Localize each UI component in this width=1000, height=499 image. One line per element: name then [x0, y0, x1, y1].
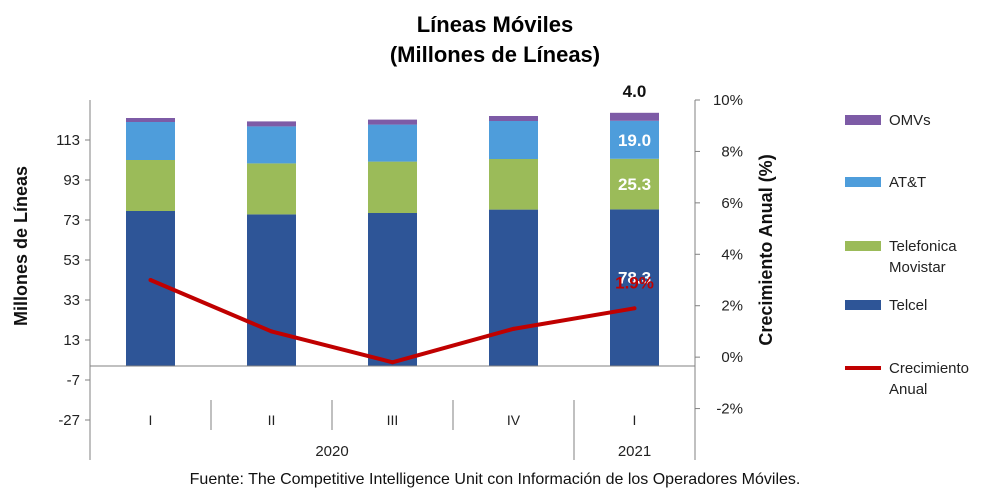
- y-tick-label: 33: [63, 292, 80, 309]
- bar-omvs-2: [368, 119, 417, 125]
- data-label-omvs: 4.0: [623, 82, 647, 101]
- legend-label-1: Telefonica Movistar: [889, 238, 957, 276]
- bar-telefonica-movistar-2: [368, 161, 417, 213]
- bar-at-t-4: [610, 120, 659, 159]
- y2-tick-label: -2%: [716, 401, 743, 418]
- legend-label-0: Telcel: [889, 297, 927, 314]
- x-category-label: IV: [507, 412, 521, 428]
- source-note: Fuente: The Competitive Intelligence Uni…: [190, 471, 801, 488]
- x-category-label: I: [149, 412, 153, 428]
- growth-point-2: [390, 360, 395, 365]
- line-layer: [148, 278, 637, 365]
- bar-at-t-1: [247, 126, 296, 164]
- bar-omvs-4: [610, 112, 659, 121]
- y2-tick-label: 10%: [713, 92, 743, 109]
- legend-label-2: AT&T: [889, 174, 926, 191]
- bar-at-t-2: [368, 124, 417, 162]
- data-label-att: 19.0: [618, 131, 651, 150]
- y2-tick-label: 0%: [721, 349, 743, 366]
- bar-omvs-0: [126, 118, 175, 122]
- bar-telcel-4: [610, 209, 659, 366]
- bar-telcel-3: [489, 209, 538, 366]
- legend-label-3: OMVs: [889, 112, 931, 129]
- x-year-label: 2020: [315, 443, 348, 460]
- bar-telcel-1: [247, 214, 296, 366]
- growth-point-0: [148, 278, 153, 282]
- y-tick-label: 113: [56, 132, 80, 149]
- bars-layer: [126, 112, 659, 366]
- y-tick-label: -7: [67, 372, 80, 389]
- bar-omvs-3: [489, 116, 538, 121]
- bar-telefonica-movistar-0: [126, 160, 175, 211]
- chart-title: Líneas Móviles: [417, 12, 574, 37]
- growth-point-1: [269, 329, 274, 334]
- y-tick-label: 13: [63, 332, 80, 349]
- data-label-telcel: 78.3: [618, 269, 651, 288]
- bar-at-t-3: [489, 121, 538, 159]
- legend-label-growth: Crecimiento Anual: [889, 360, 969, 398]
- legend-swatch-0: [845, 300, 881, 310]
- x-year-label: 2021: [618, 443, 651, 460]
- x-category-label: III: [387, 412, 399, 428]
- y-tick-label: 73: [63, 212, 80, 229]
- legend-swatch-3: [845, 115, 881, 125]
- bar-at-t-0: [126, 122, 175, 160]
- growth-point-3: [511, 326, 516, 331]
- labels-layer: 78.3 25.3 19.0 4.0 1.9%: [615, 82, 654, 292]
- bar-telefonica-movistar-1: [247, 163, 296, 215]
- legend: OMVs AT&T Telefonica Movistar Telcel Crecimie…: [845, 112, 969, 398]
- data-label-movistar: 25.3: [618, 175, 651, 194]
- y2-tick-label: 6%: [721, 195, 743, 212]
- bar-telefonica-movistar-3: [489, 159, 538, 210]
- y2-tick-label: 2%: [721, 298, 743, 315]
- x-category-label: II: [268, 412, 276, 428]
- y2-tick-label: 4%: [721, 246, 743, 263]
- legend-swatch-1: [845, 241, 881, 251]
- y-tick-label: 53: [63, 252, 80, 269]
- y-tick-label: -27: [58, 412, 80, 429]
- x-category-label: I: [633, 412, 637, 428]
- data-label-growth: 1.9%: [615, 273, 654, 292]
- growth-point-4: [632, 306, 637, 311]
- chart-subtitle: (Millones de Líneas): [390, 42, 600, 67]
- bar-telefonica-movistar-4: [610, 158, 659, 210]
- bar-telcel-2: [368, 213, 417, 366]
- y2-axis-title: Crecimiento Anual (%): [756, 154, 776, 345]
- y-tick-label: 93: [63, 172, 80, 189]
- y-axis-title: Millones de Líneas: [11, 166, 31, 326]
- legend-swatch-2: [845, 177, 881, 187]
- y2-tick-label: 8%: [721, 143, 743, 160]
- bar-omvs-1: [247, 121, 296, 127]
